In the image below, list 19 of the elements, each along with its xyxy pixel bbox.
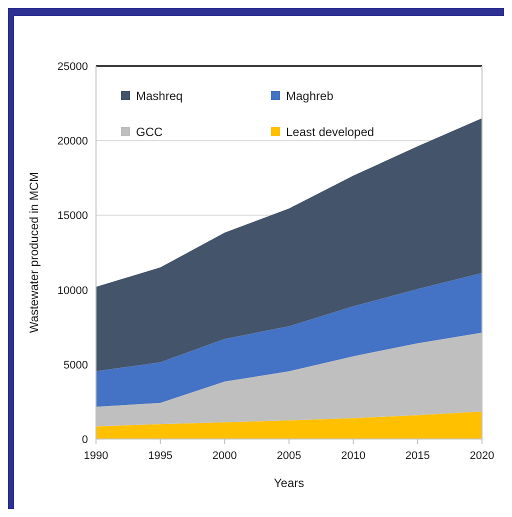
- x-tick-label: 2000: [212, 450, 237, 462]
- y-tick-label: 10000: [57, 284, 88, 297]
- x-tick-label: 2015: [405, 450, 430, 462]
- legend-label: GCC: [136, 125, 163, 139]
- y-tick-label: 0: [82, 434, 88, 446]
- x-tick-label: 1990: [84, 450, 108, 462]
- legend-label: Maghreb: [286, 89, 334, 103]
- x-axis-title: Years: [274, 476, 304, 490]
- x-tick-label: 2010: [341, 450, 366, 462]
- legend-label: Mashreq: [136, 89, 183, 103]
- y-axis-title: Wastewater produced in MCM: [27, 172, 41, 333]
- x-tick-label: 1995: [148, 450, 173, 462]
- y-tick-label: 15000: [57, 210, 88, 222]
- x-tick-label: 2020: [470, 450, 494, 462]
- legend-label: Least developed: [286, 125, 374, 139]
- y-tick-label: 5000: [64, 359, 88, 372]
- y-tick-label: 25000: [57, 61, 88, 73]
- x-tick-label: 2005: [276, 450, 302, 462]
- y-tick-label: 20000: [57, 136, 88, 148]
